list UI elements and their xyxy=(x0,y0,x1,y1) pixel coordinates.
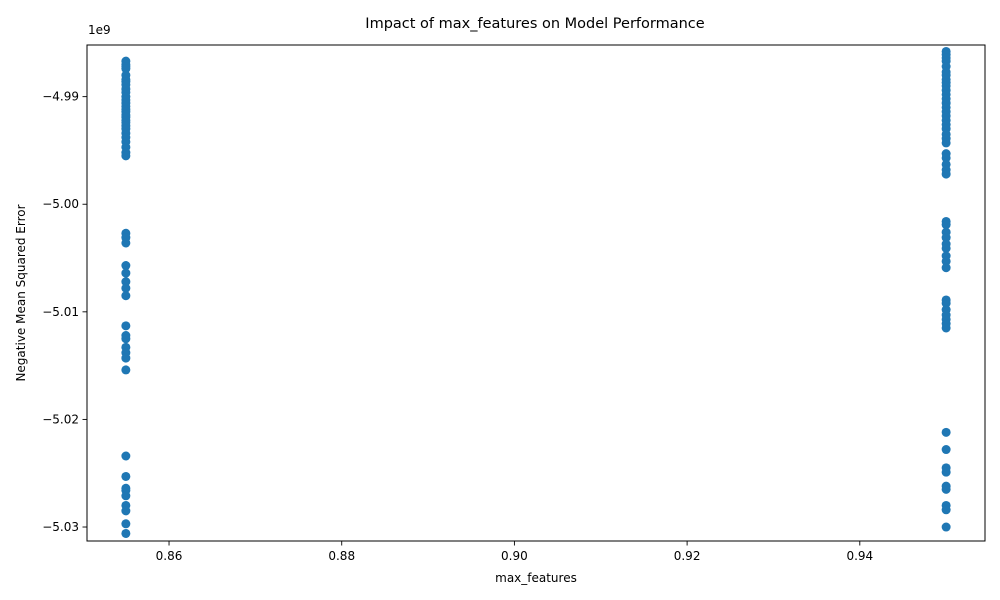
data-point xyxy=(121,277,131,287)
data-point xyxy=(121,238,131,248)
x-tick-label: 0.90 xyxy=(501,549,528,563)
data-point xyxy=(941,427,951,437)
data-point xyxy=(121,151,131,161)
data-point xyxy=(121,365,131,375)
y-ticks: −4.99 −5.00 −5.01 −5.02 −5.03 xyxy=(42,90,87,534)
data-point xyxy=(121,451,131,461)
plot-frame xyxy=(86,44,986,542)
data-point xyxy=(121,64,131,74)
data-point xyxy=(121,506,131,516)
data-point xyxy=(941,233,951,243)
data-point xyxy=(121,261,131,271)
data-point xyxy=(941,323,951,333)
x-tick-label: 0.92 xyxy=(674,549,701,563)
x-tick-label: 0.88 xyxy=(328,549,355,563)
data-point xyxy=(941,522,951,532)
data-point xyxy=(941,138,951,148)
y-tick-label: −5.01 xyxy=(42,305,79,319)
points-layer xyxy=(121,46,951,538)
x-tick-label: 0.86 xyxy=(156,549,183,563)
data-point xyxy=(121,491,131,501)
y-offset-label: 1e9 xyxy=(88,23,111,37)
data-point xyxy=(941,298,951,308)
y-tick-label: −4.99 xyxy=(42,90,79,104)
data-point xyxy=(941,153,951,163)
data-point xyxy=(121,528,131,538)
data-point xyxy=(121,321,131,331)
data-point xyxy=(941,263,951,273)
data-point xyxy=(121,283,131,293)
chart-title: Impact of max_features on Model Performa… xyxy=(365,16,704,32)
y-axis-label: Negative Mean Squared Error xyxy=(14,204,28,381)
data-point xyxy=(941,484,951,494)
y-tick-label: −5.00 xyxy=(42,197,79,211)
data-point xyxy=(121,334,131,344)
data-point xyxy=(941,467,951,477)
data-point xyxy=(941,169,951,179)
data-point xyxy=(941,243,951,253)
data-point xyxy=(941,445,951,455)
x-ticks: 0.86 0.88 0.90 0.92 0.94 xyxy=(156,541,873,563)
x-tick-label: 0.94 xyxy=(846,549,873,563)
data-point xyxy=(121,519,131,529)
data-point xyxy=(121,268,131,278)
data-point xyxy=(941,505,951,515)
data-point xyxy=(121,353,131,363)
data-point xyxy=(941,220,951,230)
data-point xyxy=(121,291,131,301)
data-point xyxy=(941,256,951,266)
data-point xyxy=(121,471,131,481)
y-tick-label: −5.03 xyxy=(42,520,79,534)
y-tick-label: −5.02 xyxy=(42,412,79,426)
x-axis-label: max_features xyxy=(495,571,577,585)
